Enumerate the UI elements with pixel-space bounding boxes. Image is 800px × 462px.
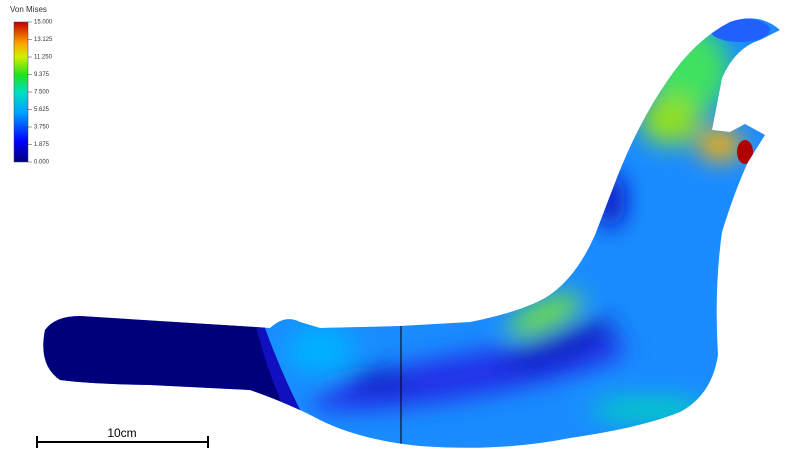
legend-tick-label: 11.250 [34,55,53,61]
legend-tick-label: 13.125 [34,37,53,43]
scale-bar-label: 10cm [107,426,136,440]
legend-tick-label: 0.000 [34,160,50,166]
legend-title: Von Mises [10,5,47,14]
legend: Von Mises 15.000 13.125 11.250 9.375 7.500 5.… [10,5,53,166]
color-bar [13,21,29,163]
legend-tick-label: 9.375 [34,72,50,78]
legend-tick-label: 1.875 [34,142,50,148]
legend-tick-label: 3.750 [34,125,50,131]
legend-tick-label: 5.625 [34,107,50,113]
legend-tick-label: 15.000 [34,20,53,26]
legend-tick-label: 7.500 [34,90,50,96]
scale-bar: 10cm [36,426,209,448]
